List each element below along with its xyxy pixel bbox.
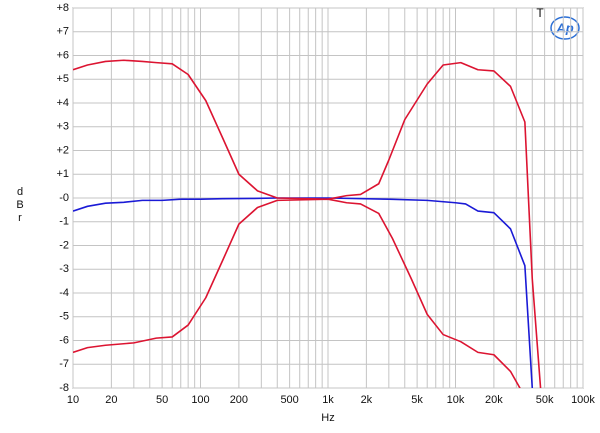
series-line: [73, 198, 521, 388]
y-tick-label: -3: [59, 263, 69, 275]
x-tick-label: 100k: [571, 394, 595, 406]
y-tick-label: +7: [56, 26, 69, 38]
corner-mark: T: [536, 6, 544, 20]
y-tick-label: -5: [59, 311, 69, 323]
series-line: [73, 59, 542, 388]
y-tick-label: +5: [56, 73, 69, 85]
y-tick-label: -4: [59, 287, 69, 299]
y-axis-label: dBr: [14, 186, 26, 225]
x-tick-label: 2k: [361, 394, 373, 406]
x-tick-label: 1k: [322, 394, 334, 406]
x-tick-label: 50: [156, 394, 168, 406]
y-tick-label: +1: [56, 168, 69, 180]
x-tick-label: 10: [67, 394, 79, 406]
logo-ring: [550, 16, 580, 40]
x-tick-label: 50k: [536, 394, 554, 406]
x-axis-label: Hz: [321, 412, 334, 424]
y-tick-label: +4: [56, 97, 69, 109]
x-tick-label: 20k: [485, 394, 503, 406]
y-tick-label: -0: [59, 192, 69, 204]
y-tick-label: -2: [59, 239, 69, 251]
y-tick-label: -1: [59, 216, 69, 228]
x-tick-label: 500: [280, 394, 298, 406]
y-tick-label: -7: [59, 358, 69, 370]
y-tick-label: +6: [56, 49, 69, 61]
x-tick-label: 5k: [411, 394, 423, 406]
y-tick-label: +8: [56, 2, 69, 14]
y-tick-label: +3: [56, 121, 69, 133]
y-tick-label: -6: [59, 334, 69, 346]
y-tick-label: +2: [56, 144, 69, 156]
x-tick-label: 10k: [447, 394, 465, 406]
x-tick-label: 200: [230, 394, 248, 406]
x-tick-label: 100: [191, 394, 209, 406]
y-tick-label: -8: [59, 382, 69, 394]
x-tick-label: 20: [105, 394, 117, 406]
